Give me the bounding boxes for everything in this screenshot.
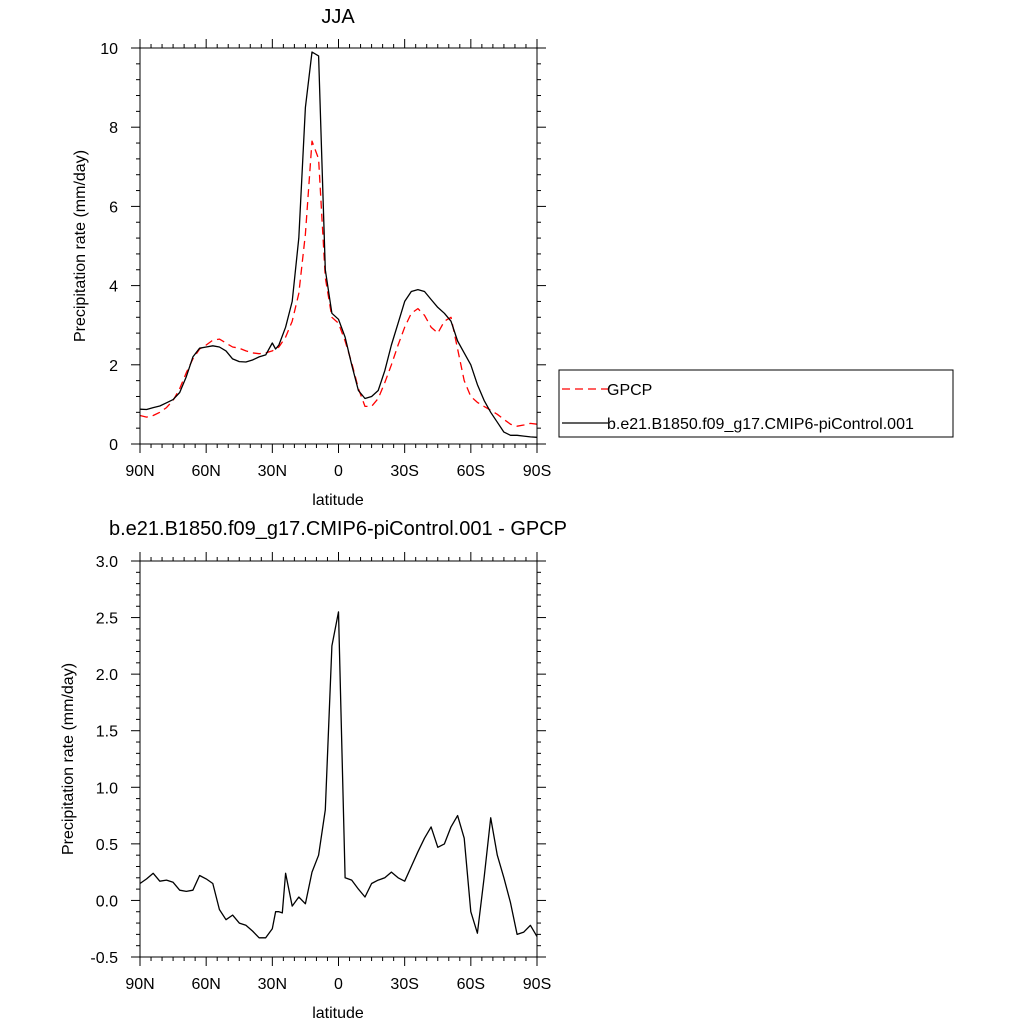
- x-tick-label: 90N: [125, 463, 154, 480]
- y-tick-label: 0.0: [96, 893, 118, 910]
- bottom-chart-title: b.e21.B1850.f09_g17.CMIP6-piControl.001 …: [109, 518, 567, 540]
- y-tick-label: 6: [109, 199, 118, 216]
- y-tick-label: 1.0: [96, 780, 118, 797]
- bottom-chart-series: [139, 611, 538, 939]
- top-chart-title: JJA: [321, 6, 355, 28]
- y-tick-label: -0.5: [90, 950, 118, 967]
- y-tick-label: 3.0: [96, 554, 118, 571]
- x-tick-label: 60S: [457, 463, 485, 480]
- y-tick-label: 8: [109, 120, 118, 137]
- x-tick-label: 90N: [125, 976, 154, 993]
- x-tick-label: 0: [334, 463, 343, 480]
- bottom-chart-y-axis-label: Precipitation rate (mm/day): [60, 663, 77, 855]
- x-tick-label: 90S: [523, 463, 551, 480]
- x-tick-label: 60S: [457, 976, 485, 993]
- bottom-chart-x-axis-label: latitude: [312, 1005, 364, 1022]
- y-tick-label: 2.5: [96, 611, 118, 628]
- y-tick-label: 0: [109, 437, 118, 454]
- y-tick-label: 2.0: [96, 667, 118, 684]
- x-tick-label: 60N: [191, 463, 220, 480]
- x-tick-label: 30S: [390, 976, 418, 993]
- bottom-chart-tick-labels: 90N 60N 30N 0 30S 60S 90S -0.5 0.0 0.5 1.0 1.5 2.0 2.…: [90, 554, 551, 993]
- series-line-0-0: [139, 140, 538, 427]
- legend-label-gpcp: GPCP: [607, 382, 652, 399]
- x-tick-label: 60N: [191, 976, 220, 993]
- series-line-0-1: [139, 51, 538, 438]
- legend-label-model: b.e21.B1850.f09_g17.CMIP6-piControl.001: [607, 416, 914, 433]
- x-tick-label: 0: [334, 976, 343, 993]
- top-chart-tick-labels: 90N 60N 30N 0 30S 60S 90S 0 2 4 6 8 10: [100, 41, 551, 480]
- top-chart-ticks: [131, 39, 546, 453]
- top-chart-plot-frame: [139, 47, 538, 445]
- bottom-chart-plot-frame: [139, 560, 538, 958]
- top-chart-x-axis-label: latitude: [312, 492, 364, 509]
- y-tick-label: 1.5: [96, 724, 118, 741]
- x-tick-label: 30N: [258, 463, 287, 480]
- x-tick-label: 90S: [523, 976, 551, 993]
- bottom-chart-ticks: [131, 552, 546, 966]
- series-line-1-0: [139, 611, 538, 939]
- y-tick-label: 2: [109, 358, 118, 375]
- y-tick-label: 0.5: [96, 837, 118, 854]
- top-chart-series: [139, 51, 538, 438]
- y-tick-label: 4: [109, 279, 118, 296]
- x-tick-label: 30N: [258, 976, 287, 993]
- y-tick-label: 10: [100, 41, 118, 58]
- top-chart-y-axis-label: Precipitation rate (mm/day): [72, 150, 89, 342]
- top-chart-legend: GPCP b.e21.B1850.f09_g17.CMIP6-piControl…: [558, 369, 954, 438]
- x-tick-label: 30S: [390, 463, 418, 480]
- bottom-chart: b.e21.B1850.f09_g17.CMIP6-piControl.001 …: [60, 518, 567, 1022]
- legend-frame: [558, 369, 954, 438]
